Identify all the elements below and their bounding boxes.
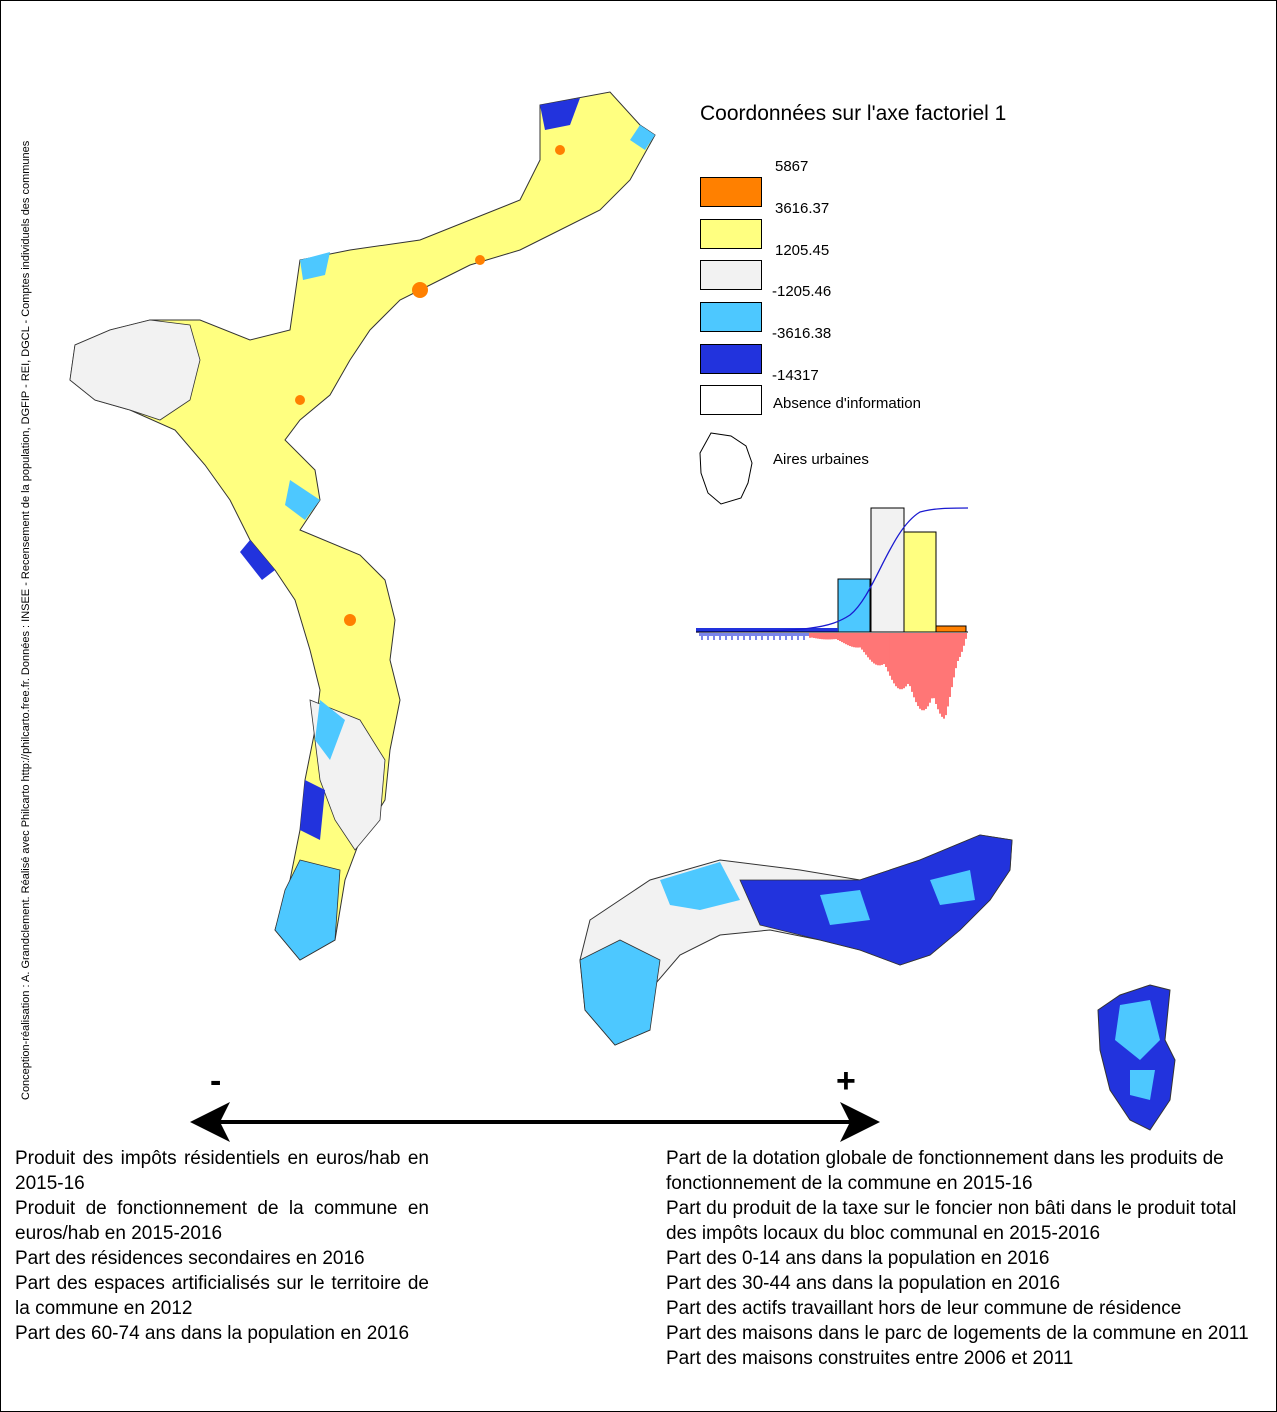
legend-break-1: 5867	[775, 158, 809, 175]
legend-swatch-class-5	[700, 344, 762, 374]
legend-urban-areas-label: Aires urbaines	[773, 451, 869, 468]
legend-break-5: -3616.38	[772, 325, 832, 342]
distribution-histogram	[695, 507, 969, 719]
negative-variable: Part des espaces artificialisés sur le t…	[15, 1273, 429, 1319]
arrow-left-head	[190, 1102, 230, 1142]
arrow-right-head	[840, 1102, 880, 1142]
legend-break-4: -1205.46	[772, 283, 832, 300]
histogram-bar-class-1	[935, 625, 967, 633]
positive-variables-list: Part de la dotation globale de fonctionn…	[666, 1146, 1266, 1371]
histogram-bar-class-3	[870, 507, 905, 633]
negative-variable: Produit de fonctionnement de la commune …	[15, 1198, 429, 1244]
distribution-spikes	[699, 633, 967, 719]
axis-plus-sign: +	[836, 1062, 856, 1100]
positive-variable: Part des maisons construites entre 2006 …	[666, 1348, 1074, 1369]
legend-break-3: 1205.45	[775, 242, 830, 259]
positive-variable: Part des maisons dans le parc de logemen…	[666, 1323, 1249, 1344]
positive-variable: Part du produit de la taxe sur le foncie…	[666, 1198, 1237, 1244]
negative-variable: Part des 60-74 ans dans la population en…	[15, 1323, 410, 1344]
atlantic-coast-region	[69, 91, 656, 961]
negative-variable: Part des résidences secondaires en 2016	[15, 1248, 365, 1269]
axis-minus-sign: -	[210, 1062, 222, 1100]
factor-axis-arrow	[190, 1102, 880, 1142]
histogram-bar-class-5	[696, 628, 838, 632]
negative-variable: Produit des impôts résidentiels en euros…	[15, 1148, 429, 1194]
corsica-region	[1097, 984, 1176, 1131]
negative-variables-list: Produit des impôts résidentiels en euros…	[15, 1146, 429, 1346]
legend-swatch-absence	[700, 385, 762, 415]
legend-swatch-class-1	[700, 177, 762, 207]
legend-swatch-class-3	[700, 260, 762, 290]
legend-title: Coordonnées sur l'axe factoriel 1	[700, 102, 1007, 125]
positive-variable: Part des 0-14 ans dans la population en …	[666, 1248, 1050, 1269]
legend-swatch-class-4	[700, 302, 762, 332]
positive-variable: Part de la dotation globale de fonctionn…	[666, 1148, 1224, 1194]
legend-break-6: -14317	[772, 367, 819, 384]
positive-variable: Part des 30-44 ans dans la population en…	[666, 1273, 1061, 1294]
legend-swatch-class-2	[700, 219, 762, 249]
mediterranean-coast-region	[579, 834, 1013, 1046]
urban-area-outline-icon	[699, 432, 753, 505]
histogram-bar-class-4	[837, 578, 871, 633]
legend-absence-label: Absence d'information	[773, 395, 921, 412]
positive-variable: Part des actifs travaillant hors de leur…	[666, 1298, 1182, 1319]
histogram-bar-class-2	[903, 531, 937, 633]
legend-break-2: 3616.37	[775, 200, 830, 217]
cumulative-curve	[695, 507, 969, 633]
